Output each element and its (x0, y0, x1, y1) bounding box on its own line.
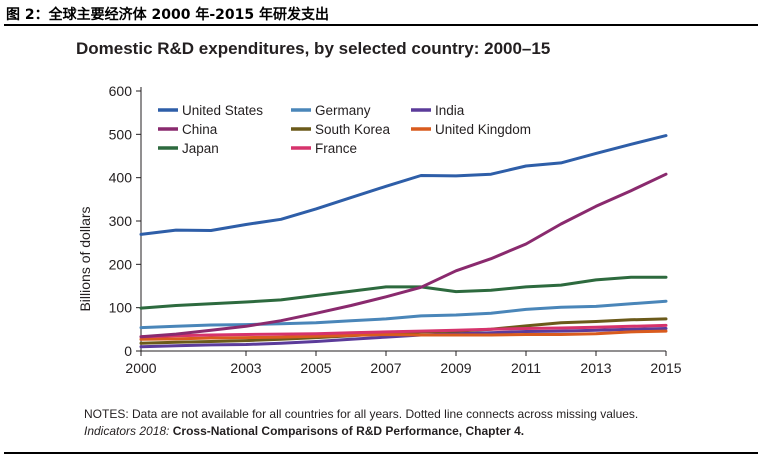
top-rule (4, 24, 758, 26)
legend-label-united-kingdom: United Kingdom (435, 122, 531, 137)
legend-label-china: China (182, 122, 218, 137)
y-tick-label: 500 (109, 126, 133, 142)
source-bold: Cross-National Comparisons of R&D Perfor… (172, 424, 525, 438)
source-italic: Indicators 2018: (84, 424, 173, 438)
legend-label-india: India (435, 103, 465, 118)
legend: United States Germany India China South Kore… (158, 103, 531, 156)
legend-label-united-states: United States (182, 103, 263, 118)
line-chart: Domestic R&D expenditures, by selected c… (76, 39, 682, 376)
x-tick-label: 2003 (230, 360, 261, 376)
legend-label-south-korea: South Korea (315, 122, 391, 137)
legend-label-japan: Japan (182, 141, 219, 156)
y-tick-label: 300 (109, 213, 133, 229)
series-line-japan (139, 275, 668, 310)
series-line-united-states (139, 134, 668, 236)
y-axis-label: Billions of dollars (77, 206, 93, 311)
chart-title: Domestic R&D expenditures, by selected c… (76, 39, 550, 58)
notes-line: NOTES: Data are not available for all co… (84, 407, 639, 421)
series-line-china (139, 172, 668, 339)
legend-label-germany: Germany (315, 103, 371, 118)
figure-label: 图 2：全球主要经济体 2000 年-2015 年研发支出 (6, 7, 329, 23)
y-tick-label: 200 (109, 256, 133, 272)
source-line: Indicators 2018: Cross-National Comparis… (84, 423, 638, 440)
series-line-france (139, 323, 668, 339)
y-tick-label: 600 (109, 83, 133, 99)
x-tick-label: 2005 (300, 360, 331, 376)
chart-notes: NOTES: Data are not available for all co… (84, 406, 638, 440)
axes: 0 100 200 300 400 500 600 2000 2003 2005 2007 2009 2… (109, 83, 682, 376)
bottom-rule (4, 452, 758, 454)
x-tick-label: 2007 (370, 360, 401, 376)
x-tick-label: 2009 (440, 360, 471, 376)
x-tick-label: 2000 (125, 360, 156, 376)
series-line-united-kingdom (139, 329, 668, 341)
x-tick-label: 2011 (511, 360, 541, 376)
legend-label-france: France (315, 141, 357, 156)
y-tick-label: 0 (124, 343, 132, 359)
series-line-germany (139, 299, 668, 330)
y-tick-label: 100 (109, 300, 133, 316)
x-tick-label: 2015 (650, 360, 681, 376)
y-tick-label: 400 (109, 170, 133, 186)
series-layer (139, 134, 668, 349)
x-tick-label: 2013 (580, 360, 611, 376)
